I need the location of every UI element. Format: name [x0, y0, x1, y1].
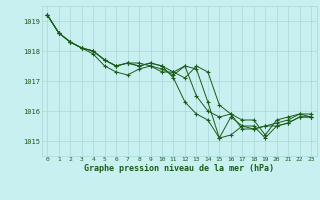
X-axis label: Graphe pression niveau de la mer (hPa): Graphe pression niveau de la mer (hPa): [84, 164, 274, 173]
